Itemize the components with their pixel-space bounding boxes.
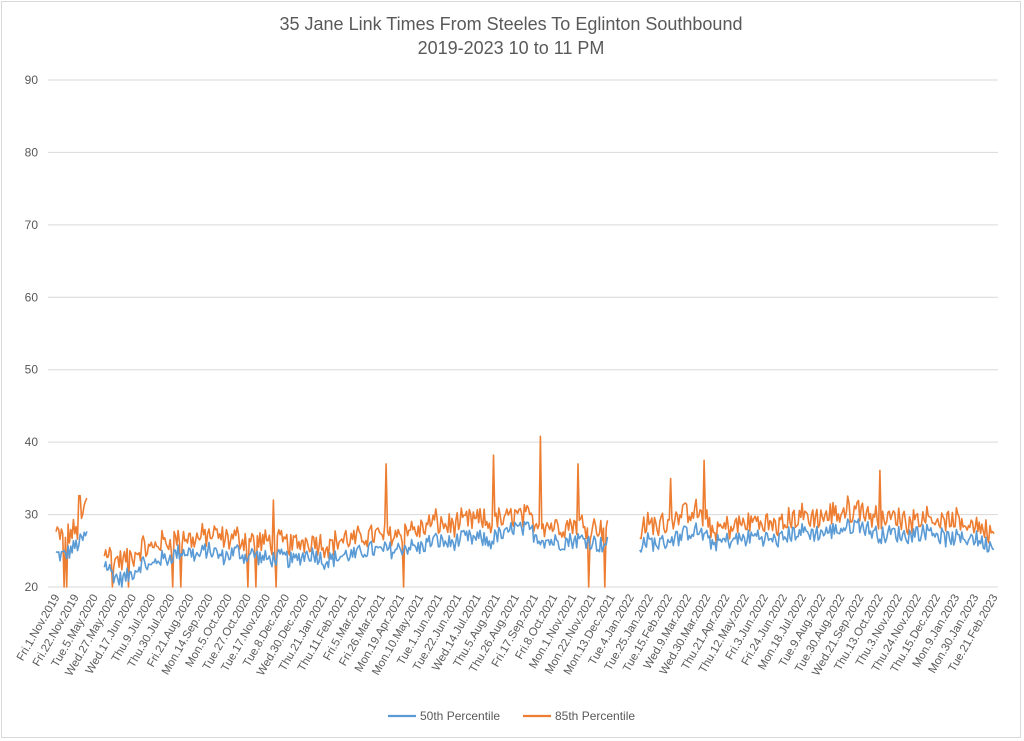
chart-subtitle: 2019-2023 10 to 11 PM [417,38,605,58]
y-tick-label: 20 [25,580,39,594]
series-line-85th-percentile [55,435,995,588]
series-line-50th-percentile [55,518,995,588]
y-tick-label: 50 [25,363,39,377]
legend: 50th Percentile 85th Percentile [388,709,635,723]
y-tick-label: 80 [25,145,39,159]
y-tick-label: 30 [25,508,39,522]
chart-title: 35 Jane Link Times From Steeles To Eglin… [279,14,743,34]
y-tick-label: 70 [25,218,39,232]
legend-label-85th: 85th Percentile [555,709,635,723]
gridlines [48,79,998,588]
chart-title-block: 35 Jane Link Times From Steeles To Eglin… [0,12,1022,60]
y-tick-label: 60 [25,290,39,304]
y-tick-label: 40 [25,435,39,449]
legend-label-50th: 50th Percentile [420,709,500,723]
y-axis-ticks: 20 30 40 50 60 70 80 90 [25,73,39,594]
x-axis-ticks: Fri.1.Nov.2019Fri.22.Nov.2019Tue.5.May.2… [15,593,1001,679]
series-lines [55,435,995,588]
y-tick-label: 90 [25,73,39,87]
